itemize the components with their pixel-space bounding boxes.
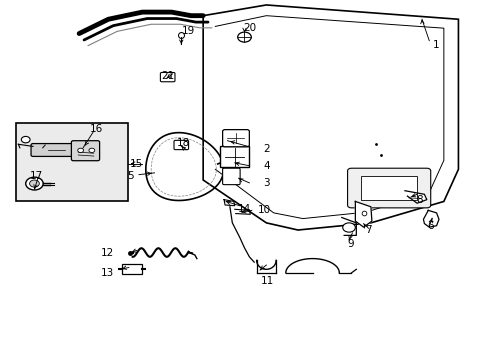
- FancyBboxPatch shape: [31, 144, 88, 157]
- FancyBboxPatch shape: [122, 264, 142, 274]
- Text: 5: 5: [127, 171, 133, 181]
- Text: 13: 13: [101, 268, 114, 278]
- Text: 18: 18: [177, 138, 190, 148]
- Circle shape: [342, 223, 355, 232]
- Bar: [16, 123, 127, 202]
- Bar: [361, 176, 416, 200]
- FancyBboxPatch shape: [174, 140, 188, 150]
- Polygon shape: [355, 202, 371, 227]
- Circle shape: [26, 177, 43, 190]
- Text: 2: 2: [263, 144, 269, 154]
- Polygon shape: [423, 210, 438, 227]
- Text: 8: 8: [415, 195, 422, 204]
- Circle shape: [78, 148, 83, 153]
- Text: 9: 9: [346, 239, 353, 249]
- FancyBboxPatch shape: [71, 141, 100, 161]
- FancyBboxPatch shape: [347, 168, 430, 208]
- Text: 19: 19: [182, 26, 195, 36]
- Text: 4: 4: [263, 161, 269, 171]
- Text: 21: 21: [161, 71, 174, 81]
- Circle shape: [21, 136, 30, 143]
- Bar: [220, 146, 249, 167]
- Circle shape: [30, 180, 39, 187]
- Text: 17: 17: [30, 171, 43, 181]
- Text: 16: 16: [89, 124, 102, 134]
- FancyBboxPatch shape: [222, 130, 249, 147]
- Text: 15: 15: [130, 158, 143, 168]
- Polygon shape: [203, 5, 458, 230]
- Circle shape: [89, 148, 95, 153]
- Text: 10: 10: [257, 205, 270, 215]
- Text: 1: 1: [432, 40, 439, 50]
- Text: 7: 7: [365, 225, 371, 235]
- Circle shape: [237, 32, 251, 42]
- Polygon shape: [404, 191, 426, 203]
- Text: 12: 12: [101, 248, 114, 258]
- Text: 20: 20: [243, 23, 255, 33]
- FancyBboxPatch shape: [222, 168, 240, 185]
- Text: 14: 14: [237, 203, 251, 213]
- Text: 11: 11: [261, 276, 274, 286]
- Text: 6: 6: [426, 221, 433, 231]
- Text: 3: 3: [263, 178, 269, 188]
- FancyBboxPatch shape: [160, 72, 175, 82]
